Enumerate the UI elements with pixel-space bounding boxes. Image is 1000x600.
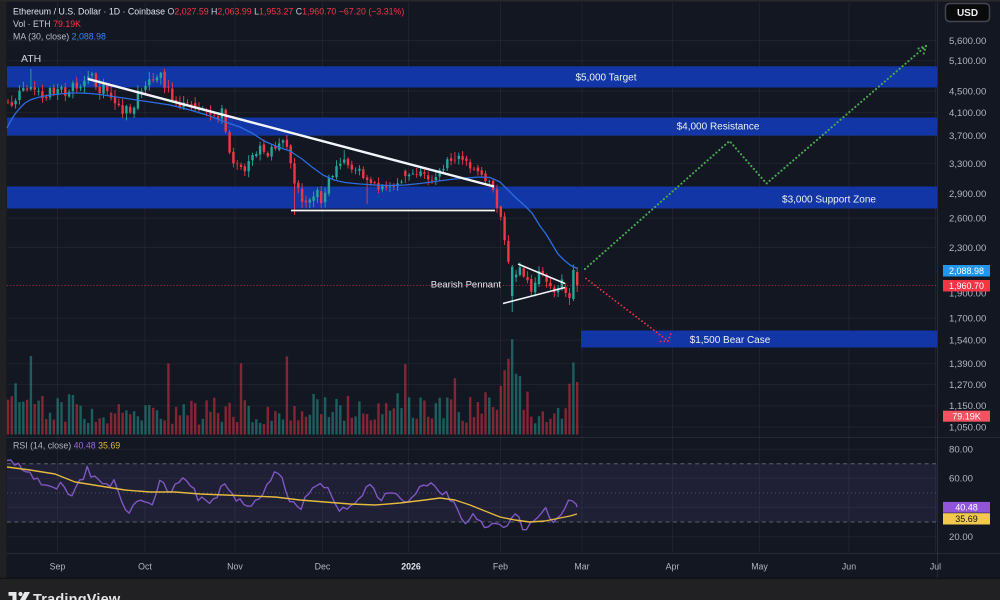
svg-text:80.00: 80.00: [949, 445, 973, 456]
svg-text:$4,000 Resistance: $4,000 Resistance: [677, 122, 760, 133]
svg-text:RSI (14, close) 40.48 35.69: RSI (14, close) 40.48 35.69: [13, 441, 120, 451]
svg-text:Sep: Sep: [50, 562, 66, 572]
svg-text:Mar: Mar: [574, 562, 589, 572]
svg-text:79.19K: 79.19K: [952, 412, 981, 422]
svg-text:1,050.00: 1,050.00: [949, 422, 986, 433]
svg-text:3,700.00: 3,700.00: [949, 131, 986, 142]
svg-text:20.00: 20.00: [949, 532, 973, 543]
svg-text:USD: USD: [957, 8, 978, 19]
svg-text:$3,000 Support Zone: $3,000 Support Zone: [782, 195, 876, 206]
svg-text:2,088.98: 2,088.98: [949, 266, 984, 276]
svg-text:Ethereum / U.S. Dollar · 1D ·: Ethereum / U.S. Dollar · 1D · Coinbase O…: [13, 7, 404, 17]
svg-text:May: May: [751, 562, 768, 572]
svg-text:1,900.00: 1,900.00: [949, 289, 986, 300]
svg-text:4,500.00: 4,500.00: [949, 86, 986, 97]
svg-text:Jun: Jun: [842, 562, 856, 572]
svg-text:Bearish Pennant: Bearish Pennant: [431, 280, 502, 291]
svg-text:ATH: ATH: [21, 53, 41, 65]
svg-text:5,600.00: 5,600.00: [949, 36, 986, 47]
svg-text:60.00: 60.00: [949, 474, 973, 485]
svg-text:Nov: Nov: [227, 562, 243, 572]
svg-text:TradingView: TradingView: [33, 592, 121, 600]
svg-text:2,900.00: 2,900.00: [949, 189, 986, 200]
svg-text:$1,500 Bear Case: $1,500 Bear Case: [690, 335, 771, 346]
svg-text:1,700.00: 1,700.00: [949, 313, 986, 324]
svg-text:3,300.00: 3,300.00: [949, 159, 986, 170]
svg-text:1,390.00: 1,390.00: [949, 359, 986, 370]
svg-text:1,540.00: 1,540.00: [949, 336, 986, 347]
svg-text:5,100.00: 5,100.00: [949, 56, 986, 67]
svg-text:4,100.00: 4,100.00: [949, 108, 986, 119]
svg-text:Jul: Jul: [930, 562, 941, 572]
svg-text:MA (30, close) 2,088.98: MA (30, close) 2,088.98: [13, 32, 106, 42]
svg-text:Vol · ETH 79.19K: Vol · ETH 79.19K: [13, 19, 81, 29]
svg-text:Feb: Feb: [493, 562, 508, 572]
svg-text:2026: 2026: [401, 562, 421, 572]
svg-text:Oct: Oct: [138, 562, 152, 572]
svg-text:Apr: Apr: [666, 562, 680, 572]
svg-text:40.48: 40.48: [955, 503, 978, 513]
svg-text:1,270.00: 1,270.00: [949, 380, 986, 391]
svg-text:35.69: 35.69: [955, 514, 978, 524]
svg-text:1,960.70: 1,960.70: [949, 281, 984, 291]
svg-text:2,600.00: 2,600.00: [949, 214, 986, 225]
svg-text:2,300.00: 2,300.00: [949, 243, 986, 254]
svg-text:1,150.00: 1,150.00: [949, 401, 986, 412]
svg-text:Dec: Dec: [315, 562, 331, 572]
svg-text:$5,000 Target: $5,000 Target: [576, 73, 637, 84]
